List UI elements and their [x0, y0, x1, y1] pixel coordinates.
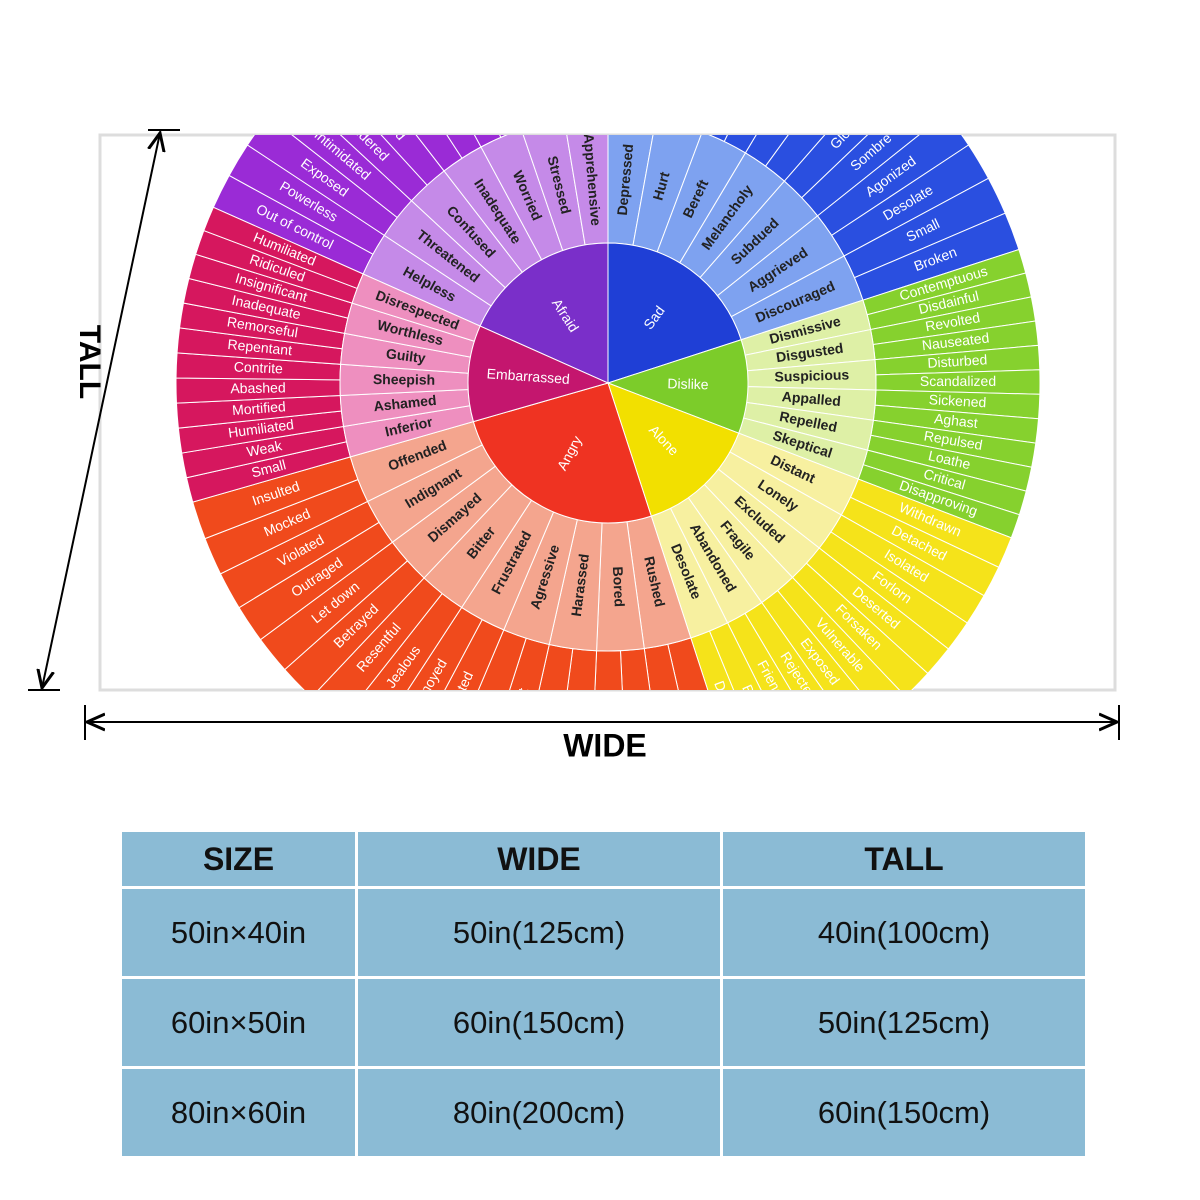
- outer-word: Repentant: [227, 336, 293, 358]
- outer-word: Alarmed: [438, 41, 475, 95]
- core-slice: [607, 242, 742, 384]
- header-cell: SIZE: [122, 832, 355, 886]
- tall-arrow: [42, 133, 160, 688]
- middle-word: Suspicious: [774, 366, 849, 384]
- cell: 50in×40in: [122, 889, 355, 976]
- outer-word: Timid: [586, 16, 603, 50]
- outer-slice: [537, 0, 586, 119]
- outer-slice: [656, 0, 723, 125]
- core-label: Dislike: [667, 375, 709, 392]
- outer-word: Disturbed: [927, 351, 988, 370]
- outer-word: Pressured: [658, 694, 685, 760]
- outer-word: Forlorn: [781, 67, 819, 113]
- outer-word: Nervous: [555, 9, 577, 63]
- outer-word: Injured: [701, 27, 729, 73]
- wide-label: WIDE: [563, 727, 647, 763]
- outer-word: Bleak: [739, 682, 768, 721]
- outer-word: Belligerent: [498, 686, 531, 754]
- outer-word: Weak: [245, 437, 284, 460]
- middle-word: Depressed: [614, 143, 636, 216]
- outer-word: Mortified: [232, 398, 287, 418]
- middle-word: Sheepish: [373, 371, 435, 388]
- outer-word: Hostile: [470, 688, 500, 734]
- cell: 80in(200cm): [358, 1069, 720, 1156]
- tall-label: TALL: [73, 325, 106, 399]
- header-cell: TALL: [723, 832, 1085, 886]
- outer-slice: [572, 0, 608, 116]
- cell: 80in×60in: [122, 1069, 355, 1156]
- outer-slice: [468, 0, 542, 129]
- outer-word: Sorrowful: [801, 80, 850, 136]
- core-slice: [606, 339, 749, 434]
- outer-word: Aghast: [933, 410, 978, 431]
- product-image: Out of controlPowerlessExposedIntimidate…: [28, 0, 1120, 763]
- outer-slice: [708, 135, 728, 143]
- core-slice: [472, 382, 652, 524]
- outer-word: Inconsolable: [747, 36, 798, 113]
- outer-slice: [679, 0, 759, 132]
- cell: 50in(125cm): [358, 889, 720, 976]
- outer-word: Despondent: [641, 0, 667, 74]
- cell: 40in(100cm): [723, 889, 1085, 976]
- cell: 60in×50in: [122, 979, 355, 1066]
- outer-word: Disconsolate: [721, 20, 767, 100]
- middle-word: Hurt: [649, 170, 672, 202]
- middle-word: Apprehensive: [581, 133, 605, 227]
- outer-word: Bleak: [614, 14, 632, 51]
- outer-word: Insecure: [384, 70, 428, 123]
- cell: 50in(125cm): [723, 979, 1085, 1066]
- outer-slice: [723, 135, 757, 154]
- middle-word: Guilty: [385, 345, 427, 366]
- outer-word: Provoked: [532, 697, 558, 758]
- outer-slice: [473, 135, 502, 148]
- outer-word: Inferior: [413, 58, 449, 104]
- outer-word: Pushed: [688, 695, 716, 745]
- cell: 60in(150cm): [723, 1069, 1085, 1156]
- feelings-wheel: Out of controlPowerlessExposedIntimidate…: [175, 0, 1041, 760]
- outer-word: Deflated: [671, 14, 698, 68]
- size-table: SIZE WIDE TALL 50in×40in 50in(125cm) 40i…: [122, 832, 1085, 1156]
- outer-word: Sickened: [928, 391, 986, 410]
- middle-word: Ashamed: [373, 392, 437, 415]
- outer-slice: [632, 0, 685, 119]
- middle-word: Appalled: [781, 388, 841, 409]
- header-cell: WIDE: [358, 832, 720, 886]
- middle-word: Bored: [610, 566, 628, 607]
- outer-word: Nauseated: [921, 329, 990, 353]
- outer-word: Contrite: [234, 358, 284, 376]
- cell: 60in(150cm): [358, 979, 720, 1066]
- outer-slice: [608, 0, 647, 116]
- outer-slice: [499, 135, 508, 139]
- core-slice: [479, 242, 609, 384]
- outer-slice: [502, 0, 564, 123]
- outer-word: Desperate: [493, 14, 527, 81]
- core-slice: [467, 325, 610, 423]
- outer-word: Anxious: [466, 30, 499, 82]
- core-label: Embarrassed: [486, 365, 570, 387]
- outer-word: Abashed: [230, 379, 286, 396]
- outer-word: Scandalized: [920, 373, 996, 389]
- outer-word: Overwhelmed: [521, 0, 554, 84]
